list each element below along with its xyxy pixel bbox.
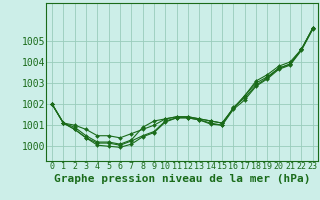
- X-axis label: Graphe pression niveau de la mer (hPa): Graphe pression niveau de la mer (hPa): [54, 174, 311, 184]
